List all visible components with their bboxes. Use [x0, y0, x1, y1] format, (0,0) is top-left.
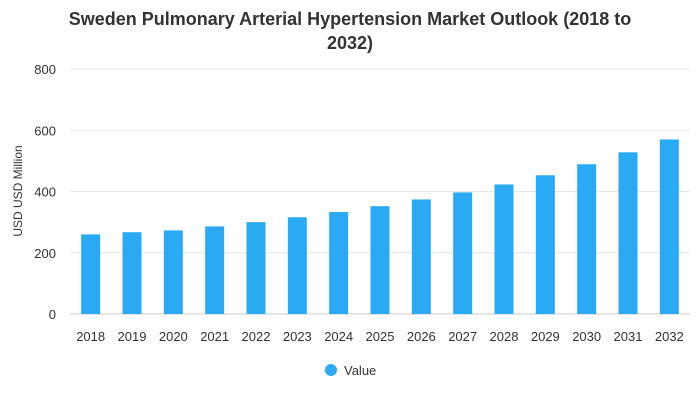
x-tick-label-2018: 2018: [76, 329, 105, 344]
bar-2024[interactable]: [329, 212, 349, 314]
x-tick-label-2032: 2032: [655, 329, 684, 344]
x-tick-label-2022: 2022: [242, 329, 271, 344]
chart-title-line-2: 2032): [327, 33, 373, 53]
bar-2031[interactable]: [618, 152, 638, 314]
y-axis-label: USD USD Million: [11, 145, 25, 236]
legend[interactable]: Value: [325, 363, 376, 378]
bar-2021[interactable]: [205, 226, 225, 314]
x-tick-label-2025: 2025: [366, 329, 395, 344]
y-tick-label: 0: [49, 307, 56, 322]
x-tick-label-2026: 2026: [407, 329, 436, 344]
x-tick-label-2030: 2030: [572, 329, 601, 344]
bar-2018[interactable]: [81, 234, 101, 314]
y-tick-label: 800: [34, 62, 56, 77]
x-tick-label-2024: 2024: [324, 329, 353, 344]
bar-2022[interactable]: [246, 222, 266, 314]
y-tick-label: 400: [34, 185, 56, 200]
x-tick-label-2020: 2020: [159, 329, 188, 344]
x-tick-label-2029: 2029: [531, 329, 560, 344]
x-tick-label-2027: 2027: [448, 329, 477, 344]
bars: [81, 139, 679, 314]
bar-2030[interactable]: [577, 164, 597, 314]
bar-2027[interactable]: [453, 192, 473, 314]
x-tick-labels: 2018 2019 2020 2021 2022 2023 2024 2025 2026 2027…: [76, 329, 684, 344]
bar-2020[interactable]: [163, 230, 183, 314]
x-tick-label-2021: 2021: [200, 329, 229, 344]
x-tick-label-2031: 2031: [614, 329, 643, 344]
chart-title-line-1: Sweden Pulmonary Arterial Hypertension M…: [69, 9, 631, 29]
bar-2029[interactable]: [535, 175, 555, 314]
y-tick-label: 200: [34, 246, 56, 261]
bar-2028[interactable]: [494, 184, 514, 314]
bar-2026[interactable]: [411, 199, 431, 314]
x-tick-label-2028: 2028: [490, 329, 519, 344]
y-tick-labels: 0 200 400 600 800: [34, 62, 56, 322]
bar-2019[interactable]: [122, 232, 142, 314]
bar-2023[interactable]: [287, 217, 307, 314]
bar-2032[interactable]: [659, 139, 679, 314]
y-tick-label: 600: [34, 123, 56, 138]
legend-label-value: Value: [344, 363, 376, 378]
legend-marker-value: [325, 364, 337, 376]
x-tick-label-2019: 2019: [118, 329, 147, 344]
x-tick-label-2023: 2023: [283, 329, 312, 344]
bar-2025[interactable]: [370, 206, 390, 314]
